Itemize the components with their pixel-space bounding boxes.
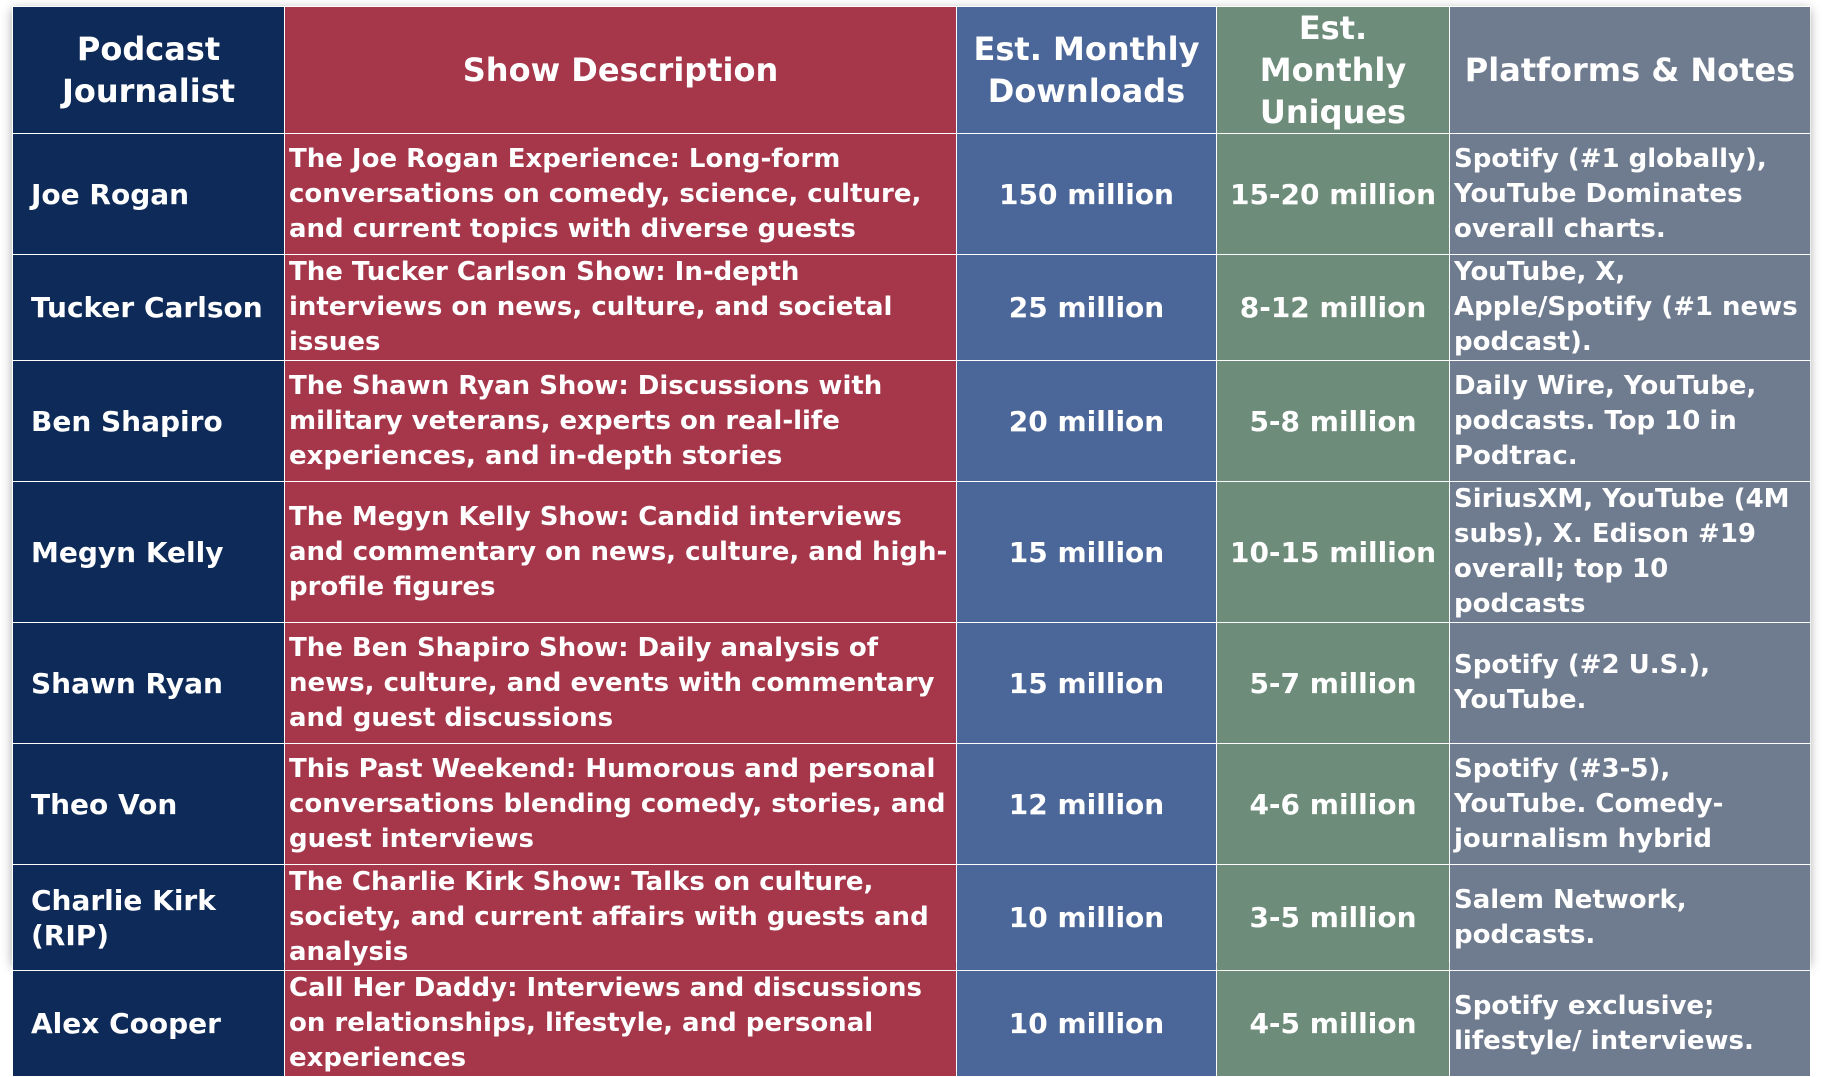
cell-uniques: 15-20 million <box>1216 133 1450 255</box>
cell-downloads: 25 million <box>956 254 1217 361</box>
header-description: Show Description <box>284 6 957 134</box>
cell-journalist: Tucker Carlson <box>12 254 285 361</box>
cell-notes: Daily Wire, YouTube, podcasts. Top 10 in… <box>1449 360 1811 482</box>
podcast-table: Podcast Journalist Show Description Est.… <box>12 6 1811 1077</box>
header-notes: Platforms & Notes <box>1449 6 1811 134</box>
table-row: Megyn Kelly The Megyn Kelly Show: Candid… <box>12 481 1811 623</box>
cell-uniques: 4-6 million <box>1216 743 1450 865</box>
cell-uniques: 10-15 million <box>1216 481 1450 623</box>
cell-uniques: 4-5 million <box>1216 970 1450 1077</box>
cell-journalist: Alex Cooper <box>12 970 285 1077</box>
cell-uniques: 5-7 million <box>1216 622 1450 744</box>
cell-description: The Tucker Carlson Show: In-depth interv… <box>284 254 957 361</box>
cell-description: The Megyn Kelly Show: Candid interviews … <box>284 481 957 623</box>
table-row: Theo Von This Past Weekend: Humorous and… <box>12 743 1811 865</box>
cell-journalist: Joe Rogan <box>12 133 285 255</box>
cell-description: The Ben Shapiro Show: Daily analysis of … <box>284 622 957 744</box>
header-uniques: Est. Monthly Uniques <box>1216 6 1450 134</box>
cell-journalist: Theo Von <box>12 743 285 865</box>
cell-notes: Spotify (#1 globally), YouTube Dominates… <box>1449 133 1811 255</box>
cell-downloads: 20 million <box>956 360 1217 482</box>
cell-description: Call Her Daddy: Interviews and discussio… <box>284 970 957 1077</box>
cell-notes: Spotify (#3-5), YouTube. Comedy-journali… <box>1449 743 1811 865</box>
cell-description: The Joe Rogan Experience: Long-form conv… <box>284 133 957 255</box>
table-row: Joe Rogan The Joe Rogan Experience: Long… <box>12 133 1811 255</box>
header-downloads: Est. Monthly Downloads <box>956 6 1217 134</box>
cell-journalist: Ben Shapiro <box>12 360 285 482</box>
cell-journalist: Megyn Kelly <box>12 481 285 623</box>
cell-downloads: 12 million <box>956 743 1217 865</box>
podcast-table-container: Podcast Journalist Show Description Est.… <box>12 6 1811 1077</box>
cell-notes: YouTube, X, Apple/Spotify (#1 news podca… <box>1449 254 1811 361</box>
cell-downloads: 150 million <box>956 133 1217 255</box>
header-row: Podcast Journalist Show Description Est.… <box>12 6 1811 134</box>
cell-downloads: 15 million <box>956 622 1217 744</box>
cell-uniques: 5-8 million <box>1216 360 1450 482</box>
cell-notes: Spotify (#2 U.S.), YouTube. <box>1449 622 1811 744</box>
cell-downloads: 15 million <box>956 481 1217 623</box>
cell-description: The Charlie Kirk Show: Talks on culture,… <box>284 864 957 971</box>
cell-notes: SiriusXM, YouTube (4M subs), X. Edison #… <box>1449 481 1811 623</box>
cell-journalist: Charlie Kirk (RIP) <box>12 864 285 971</box>
cell-notes: Salem Network, podcasts. <box>1449 864 1811 971</box>
cell-notes: Spotify exclusive; lifestyle/ interviews… <box>1449 970 1811 1077</box>
cell-downloads: 10 million <box>956 970 1217 1077</box>
cell-description: The Shawn Ryan Show: Discussions with mi… <box>284 360 957 482</box>
table-row: Charlie Kirk (RIP) The Charlie Kirk Show… <box>12 864 1811 971</box>
header-journalist: Podcast Journalist <box>12 6 285 134</box>
cell-uniques: 8-12 million <box>1216 254 1450 361</box>
table-row: Tucker Carlson The Tucker Carlson Show: … <box>12 254 1811 361</box>
cell-journalist: Shawn Ryan <box>12 622 285 744</box>
table-row: Shawn Ryan The Ben Shapiro Show: Daily a… <box>12 622 1811 744</box>
table-row: Ben Shapiro The Shawn Ryan Show: Discuss… <box>12 360 1811 482</box>
cell-description: This Past Weekend: Humorous and personal… <box>284 743 957 865</box>
cell-uniques: 3-5 million <box>1216 864 1450 971</box>
table-row: Alex Cooper Call Her Daddy: Interviews a… <box>12 970 1811 1077</box>
cell-downloads: 10 million <box>956 864 1217 971</box>
